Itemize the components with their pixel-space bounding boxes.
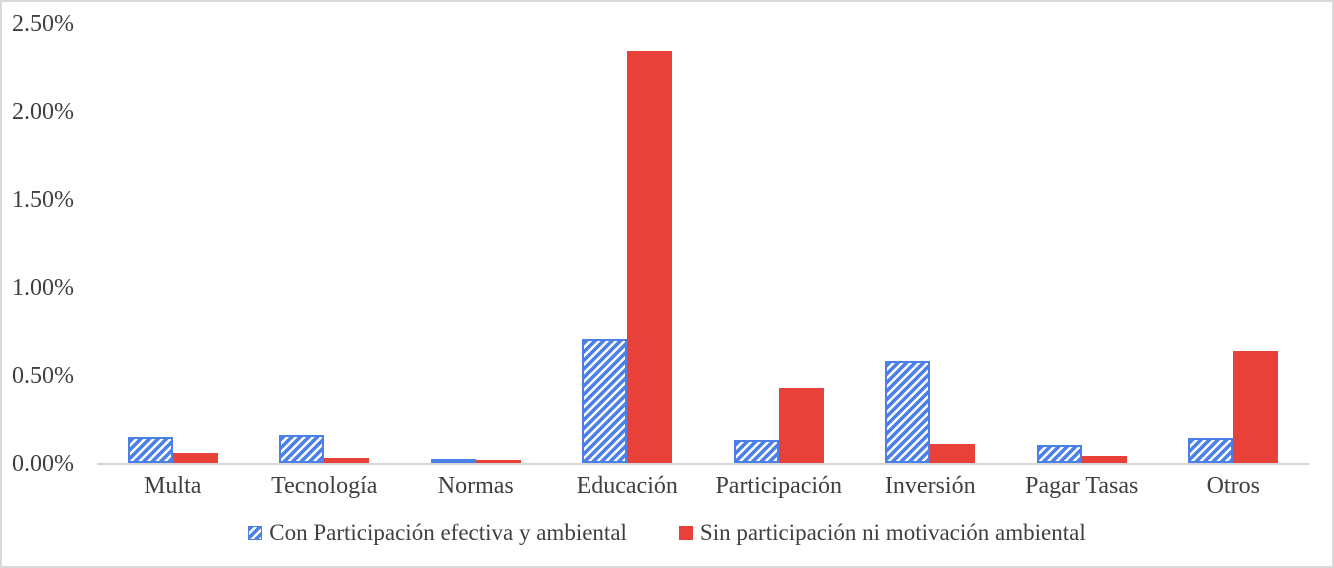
bar-pagar-tasas-series-1[interactable] [1081,456,1127,463]
bar-group-tecnologia [249,25,401,463]
bar-group-pagar-tasas [1006,25,1158,463]
legend-marker-icon [248,526,263,540]
x-category-label-pagar-tasas: Pagar Tasas [1025,473,1139,499]
bar-group-normas [400,25,552,463]
bar-tecnologia-series-0[interactable] [279,434,325,463]
legend-item-series-1[interactable]: Sin participación ni motivación ambienta… [678,520,1086,546]
legend-label: Con Participación efectiva y ambiental [269,520,627,545]
bar-multa-series-0[interactable] [127,436,173,463]
legend: Con Participación efectiva y ambiental Si… [2,520,1332,546]
x-category-label-normas: Normas [437,473,514,499]
bar-group-otros [1158,25,1310,463]
bar-participacion-series-1[interactable] [778,387,824,463]
bar-educacion-series-1[interactable] [627,51,673,463]
bar-educacion-series-0[interactable] [582,338,628,463]
plot-area [97,25,1309,465]
x-category-label-educacion: Educación [576,473,678,499]
bar-participacion-series-0[interactable] [733,440,779,463]
bar-otros-series-0[interactable] [1188,438,1234,463]
legend-label: Sin participación ni motivación ambienta… [699,520,1086,545]
bar-inversion-series-0[interactable] [885,361,931,463]
bar-otros-series-1[interactable] [1233,350,1279,463]
y-tick-label: 0.00% [12,450,74,477]
y-tick-label: 1.50% [12,186,74,213]
y-tick-label: 0.50% [12,362,74,389]
y-tick-label: 1.00% [12,274,74,301]
x-category-label-multa: Multa [144,473,202,499]
x-axis: Multa Tecnología Normas Educación Participac… [97,473,1309,505]
x-category-label-participacion: Participación [715,473,843,499]
bar-group-multa [97,25,249,463]
y-tick-label: 2.50% [12,10,74,37]
x-category-label-tecnologia: Tecnología [271,473,378,499]
bar-inversion-series-1[interactable] [930,443,976,463]
y-axis: 0.00% 0.50% 1.00% 1.50% 2.00% 2.50% [2,2,90,566]
bar-normas-series-0[interactable] [430,459,476,463]
legend-item-series-0[interactable]: Con Participación efectiva y ambiental [248,520,627,546]
bar-multa-series-1[interactable] [172,452,218,463]
x-category-label-otros: Otros [1206,473,1260,499]
bar-group-participacion [703,25,855,463]
bar-tecnologia-series-1[interactable] [324,457,370,463]
bar-group-inversion [855,25,1007,463]
y-tick-label: 2.00% [12,98,74,125]
bar-group-educacion [552,25,704,463]
x-category-label-inversion: Inversión [884,473,976,499]
legend-marker-icon [678,526,693,540]
bar-pagar-tasas-series-0[interactable] [1036,445,1082,463]
bar-normas-series-1[interactable] [475,460,521,463]
